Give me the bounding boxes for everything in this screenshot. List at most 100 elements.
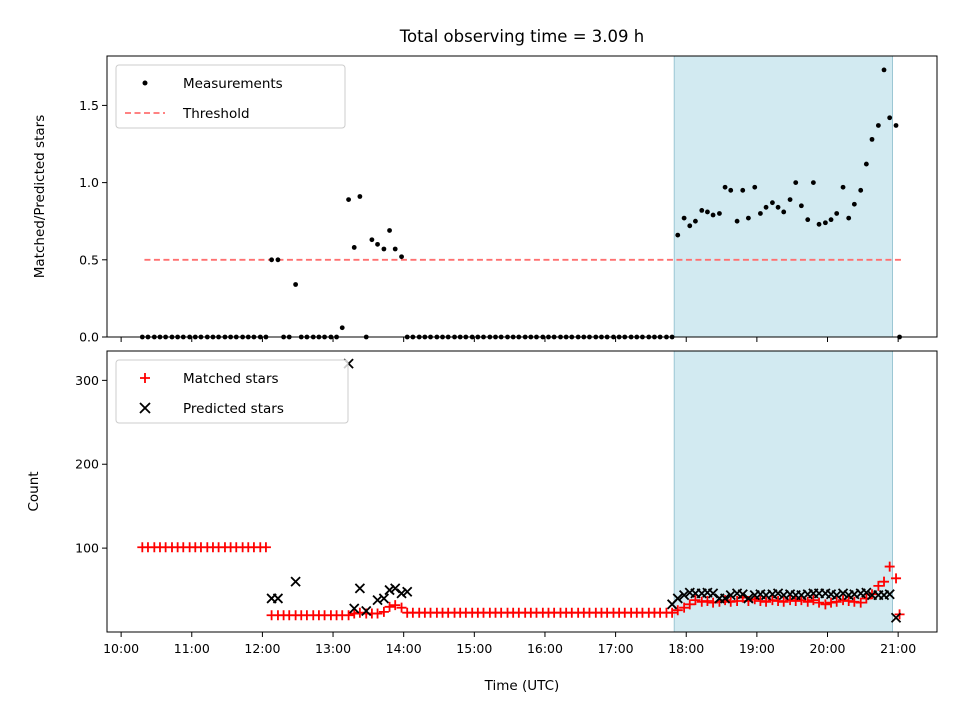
- bottom-panel: 100 200 300 10:00 11:00 12:00 13:00 14:00 15:00…: [26, 350, 938, 656]
- measurements-point: [840, 184, 846, 190]
- measurements-point: [798, 203, 804, 209]
- measurements-point: [770, 200, 775, 206]
- measurements-point: [828, 217, 834, 223]
- matched-stars-point: [667, 607, 678, 618]
- matched-stars-point: [778, 596, 789, 607]
- matched-stars-point: [814, 597, 825, 608]
- top-legend-box: [115, 64, 346, 129]
- legend-label-predicted-stars: Predicted stars: [183, 401, 284, 417]
- x-tick-label: 11:00: [174, 641, 210, 656]
- measurements-point: [381, 246, 387, 252]
- predicted-stars-point: [361, 605, 372, 617]
- matched-stars-point: [378, 606, 389, 617]
- predicted-stars-point: [354, 583, 366, 594]
- bottom-marks: [137, 358, 905, 623]
- matched-stars-point: [672, 605, 683, 616]
- bottom-legend-box: [115, 359, 349, 424]
- measurements-point: [387, 228, 392, 233]
- measurements-point: [875, 123, 881, 128]
- measurements-point: [851, 201, 857, 207]
- predicted-stars-point: [290, 576, 301, 587]
- measurements-point: [293, 282, 299, 287]
- matched-stars-point: [396, 602, 407, 613]
- measurements-point: [734, 218, 740, 224]
- predicted-stars-point: [272, 593, 284, 604]
- top-shaded-band: [673, 55, 893, 338]
- matched-stars-point: [873, 580, 884, 591]
- legend-label-matched-stars: Matched stars: [183, 371, 279, 387]
- x-tick-label: 19:00: [739, 641, 775, 656]
- top-panel: 0.0 0.5 1.0 1.5 Matched/Predicted stars Mea…: [32, 55, 938, 345]
- measurements-point: [699, 207, 705, 213]
- measurements-point: [846, 215, 852, 221]
- predicted-stars-point: [890, 612, 902, 623]
- matched-stars-point: [855, 597, 866, 608]
- matched-stars-point: [884, 561, 895, 572]
- matched-stars-point: [831, 596, 842, 607]
- measurements-point: [752, 184, 758, 190]
- measurements-point: [740, 187, 746, 193]
- legend-label-threshold: Threshold: [182, 106, 250, 122]
- top-y-axis: 0.0 0.5 1.0 1.5: [79, 98, 107, 345]
- measurements-point: [375, 241, 380, 247]
- measurements-point: [705, 209, 710, 215]
- predicted-stars-point: [884, 589, 895, 600]
- predicted-stars-point: [372, 594, 383, 606]
- matched-stars-point: [802, 596, 813, 607]
- predicted-stars-point: [719, 593, 731, 604]
- predicted-stars-point: [707, 588, 719, 599]
- measurements-point: [710, 212, 716, 218]
- measurements-point: [693, 218, 698, 224]
- legend-label-measurements: Measurements: [183, 76, 283, 92]
- predicted-stars-point: [384, 584, 395, 596]
- predicted-stars-point: [349, 603, 360, 614]
- measurements-point: [681, 215, 687, 221]
- measurements-point: [881, 67, 887, 73]
- matched-stars-point: [808, 595, 819, 606]
- legend-marker-matched-stars: [140, 373, 150, 383]
- predicted-stars-point: [402, 586, 413, 597]
- measurements-point: [275, 257, 281, 263]
- bottom-legend: Matched stars Predicted stars: [115, 359, 349, 424]
- bottom-y-axis-label: Count: [26, 471, 42, 511]
- predicted-stars-point: [743, 593, 754, 604]
- measurements-point: [357, 194, 363, 199]
- measurements-point: [369, 237, 375, 243]
- measurements-point: [816, 221, 822, 227]
- matched-stars-point: [390, 600, 401, 611]
- x-tick-label: 20:00: [809, 641, 845, 656]
- measurements-point: [722, 184, 728, 190]
- top-y-tick-label: 0.5: [79, 252, 99, 267]
- top-y-tick-label: 0.0: [79, 330, 99, 345]
- predicted-stars-point: [396, 588, 407, 599]
- measurements-point: [893, 123, 899, 128]
- measurements-point: [269, 257, 274, 263]
- matched-stars-point: [690, 595, 701, 606]
- predicted-stars-point: [672, 593, 683, 604]
- x-tick-label: 10:00: [103, 641, 139, 656]
- measurements-point: [869, 136, 875, 142]
- bottom-shaded-band: [673, 350, 893, 633]
- measurements-point: [822, 220, 828, 226]
- x-tick-label: 14:00: [386, 641, 422, 656]
- matched-stars-point: [702, 595, 713, 606]
- legend-marker-predicted-stars: [139, 402, 151, 414]
- x-tick-label: 18:00: [668, 641, 704, 656]
- measurements-point: [351, 245, 357, 250]
- predicted-stars-point: [831, 589, 842, 601]
- top-legend: Measurements Threshold: [115, 64, 346, 129]
- bottom-y-tick-label: 200: [75, 457, 99, 472]
- measurements-point: [687, 223, 693, 229]
- predicted-stars-point: [378, 593, 390, 604]
- measurements-point: [793, 180, 799, 186]
- matched-stars-point: [384, 601, 395, 612]
- measurements-point: [805, 217, 811, 223]
- matched-stars-point: [732, 595, 743, 606]
- top-x-axis: [120, 337, 899, 342]
- bottom-y-tick-label: 300: [75, 373, 99, 388]
- x-tick-label: 21:00: [880, 641, 916, 656]
- figure-title: Total observing time = 3.09 h: [399, 27, 644, 46]
- top-y-axis-label: Matched/Predicted stars: [32, 115, 48, 278]
- top-shaded-region: [673, 55, 893, 338]
